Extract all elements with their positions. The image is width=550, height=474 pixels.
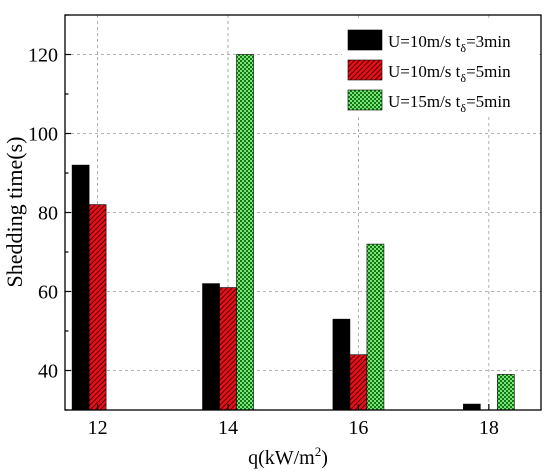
bar-3-18 <box>497 374 515 411</box>
bar-2-14 <box>219 287 237 411</box>
y-axis-label: Shedding time(s) <box>2 137 27 288</box>
legend-label: U=10m/s tδ=3min <box>388 32 511 55</box>
y-tick-label: 40 <box>38 361 58 383</box>
bar-1-12 <box>71 164 90 411</box>
bar-3-14 <box>236 54 254 411</box>
x-tick-label: 18 <box>479 417 499 439</box>
x-tick-label: 12 <box>88 417 108 439</box>
legend-swatch <box>347 89 383 111</box>
bar-2-12 <box>88 204 107 411</box>
x-axis-label: q(kW/m2) <box>248 444 328 469</box>
x-tick-label: 14 <box>218 417 238 439</box>
y-axis: 40 60 80 100 120 <box>28 14 71 411</box>
legend-swatch <box>347 29 383 51</box>
legend: U=10m/s tδ=3min U=10m/s tδ=5min U=15m/s tδ… <box>342 18 537 115</box>
bar-1-16 <box>332 318 351 411</box>
legend-label: U=15m/s tδ=5min <box>388 92 511 115</box>
bar-2-16 <box>349 354 368 411</box>
x-axis: 12 14 16 18 <box>88 404 499 439</box>
y-tick-label: 120 <box>28 45 58 67</box>
legend-label: U=10m/s tδ=5min <box>388 62 511 85</box>
bar-1-18 <box>463 403 481 411</box>
y-tick-label: 100 <box>28 124 58 146</box>
legend-swatch <box>347 59 383 81</box>
y-tick-label: 80 <box>38 203 58 225</box>
bar-3-16 <box>366 243 385 411</box>
bar-1-14 <box>202 283 220 411</box>
y-tick-label: 60 <box>38 282 58 304</box>
x-tick-label: 16 <box>348 417 368 439</box>
